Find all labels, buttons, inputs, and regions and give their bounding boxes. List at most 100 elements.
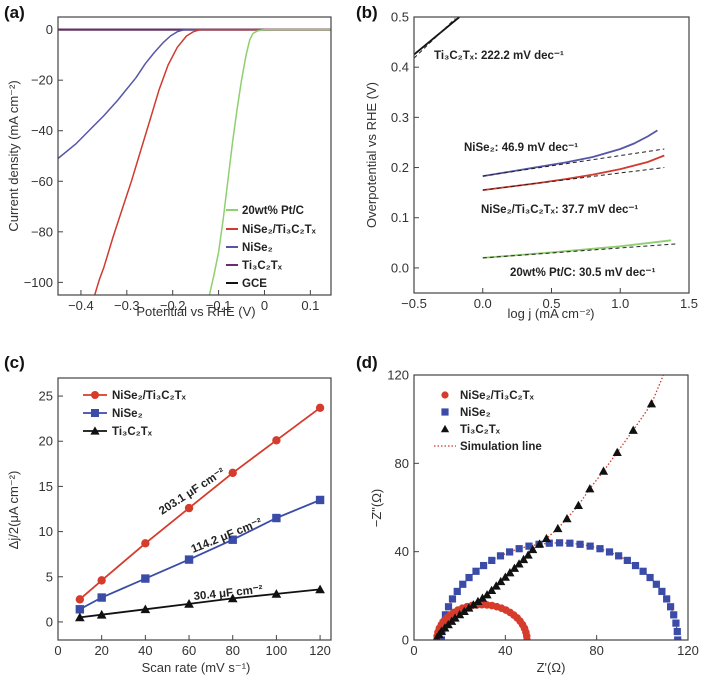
data-point-ti-c-t [75, 612, 85, 622]
data-point-nise-ti-c-t [272, 436, 281, 445]
panel-c-label: (c) [4, 353, 25, 372]
data-point-ti-c-t [227, 593, 238, 603]
panel-b-plot-area [414, 17, 679, 259]
data-point-ti3c2tx [450, 613, 460, 622]
y-tick-label: 0 [402, 633, 409, 648]
panel-d-legend: NiSe₂/Ti₃C₂Tₓ NiSe₂ Ti₃C₂Tₓ Simulation line [434, 390, 542, 453]
y-tick-label: 0 [46, 614, 53, 629]
data-point-ti-c-t [184, 599, 194, 608]
y-tick-label: −100 [24, 275, 53, 290]
x-tick-label: 0 [410, 643, 417, 658]
panel-a-legend: 20wt% Pt/C NiSe₂/Ti₃C₂Tₓ NiSe₂ Ti₃C₂Tₓ G… [226, 205, 317, 290]
data-point-ti3c2tx [455, 610, 465, 619]
legend-label-ti-c-t: Ti₃C₂Tₓ [460, 424, 501, 436]
annotation-nise2-ti3c2tx-tafel: NiSe₂/Ti₃C₂Tₓ: 37.7 mV dec⁻¹ [481, 204, 638, 216]
simulation-line-nise2 [440, 542, 679, 640]
data-point-nise2 [448, 595, 457, 603]
data-point-nise [228, 535, 237, 544]
x-tick-label: 0.5 [542, 296, 560, 311]
data-point-nise2 [576, 540, 584, 548]
panel-c-legend: NiSe₂/Ti₃C₂Tₓ NiSe₂ Ti₃C₂Tₓ [83, 390, 187, 438]
y-tick-label: 0 [46, 22, 53, 37]
y-tick-label: −20 [31, 73, 53, 88]
annotation-ptc-tafel: 20wt% Pt/C: 30.5 mV dec⁻¹ [510, 267, 656, 279]
legend-marker-nise-ti-c-t [91, 391, 99, 399]
panel-d-label: (d) [356, 353, 378, 372]
data-point-nise-ti-c-t [184, 503, 194, 513]
y-tick-label: 20 [39, 434, 53, 449]
panel-a-ticks: −0.4 −0.3 −0.2 −0.1 0 0.1 0 −20 −40 −60 −80 −100 [24, 22, 320, 313]
data-point-ti3c2tx [491, 581, 501, 590]
panel-a-xlabel: Potential vs RHE (V) [136, 304, 255, 319]
annotation-cdl-ti3c2tx: 30.4 μF cm⁻² [193, 584, 263, 603]
data-point-nise2 [488, 556, 496, 565]
y-tick-label: 10 [39, 524, 53, 539]
data-point-ti-c-t [315, 584, 325, 594]
legend-marker-nise [91, 409, 99, 417]
data-point-nise2 [623, 556, 631, 565]
panel-d-frame [413, 374, 689, 641]
data-point-nise2 [525, 542, 533, 550]
data-point-nise-ti-c-t [228, 468, 237, 478]
data-point-ti-c-t [271, 589, 282, 598]
data-point-nise [75, 605, 85, 614]
data-point-nise2 [646, 573, 654, 582]
data-point-nise-ti-c-t [75, 595, 85, 604]
data-point-nise2 [605, 548, 614, 556]
series-line-20wt-pt-c [208, 28, 331, 295]
data-point-nise2 [453, 587, 461, 596]
data-point-ti-c-t [96, 609, 107, 619]
series-line-nise-ti-c-t [93, 28, 331, 295]
panel-d-ylabel: −Z"(Ω) [369, 489, 384, 528]
x-tick-label: 0 [54, 643, 61, 658]
panel-c-ticks: 0 20 40 60 80 100 120 0 5 10 15 20 25 [39, 389, 331, 658]
y-tick-label: 15 [39, 479, 53, 494]
data-point-nise [97, 593, 106, 602]
panel-a-ylabel: Current density (mA cm⁻²) [6, 80, 21, 231]
data-point-nise [184, 555, 194, 564]
panel-c-plot-area [75, 403, 325, 622]
data-point-ti3c2tx [482, 590, 492, 599]
y-tick-label: 0.2 [391, 160, 409, 175]
data-point-ti3c2tx [612, 447, 622, 456]
annotation-nise2-tafel: NiSe₂: 46.9 mV dec⁻¹ [464, 142, 578, 154]
x-tick-label: 40 [498, 643, 512, 658]
data-point-ti3c2tx [496, 576, 506, 586]
series-line-20wt-pt-c [482, 239, 672, 259]
data-point-nise2 [639, 567, 647, 575]
y-tick-label: 0.1 [391, 210, 409, 225]
data-point-nise2 [631, 561, 640, 570]
data-point-nise-ti-c-t [141, 539, 150, 548]
x-tick-label: 1.0 [611, 296, 629, 311]
panel-d-xlabel: Z'(Ω) [537, 660, 566, 675]
data-point-nise2 [670, 611, 678, 619]
data-point-ti3c2tx [573, 500, 583, 509]
legend-label-gce: GCE [242, 278, 267, 290]
data-point-nise2 [652, 580, 660, 588]
data-point-nise2 [663, 595, 671, 603]
y-tick-label: 0.4 [391, 60, 409, 75]
data-point-ti3c2tx [500, 572, 510, 581]
x-tick-label: 1.5 [680, 296, 698, 311]
y-tick-label: −60 [31, 174, 53, 189]
data-point-nise-ti-c-t [315, 403, 325, 413]
legend-label-nise-ti-c-t: NiSe₂/Ti₃C₂Tₓ [460, 390, 535, 402]
panel-c-xlabel: Scan rate (mV s⁻¹) [142, 660, 251, 675]
panel-c-frame [57, 377, 332, 641]
legend-label-nise2: NiSe₂ [242, 242, 273, 254]
legend-marker-nise-ti-c-t [441, 391, 449, 399]
legend-label-nise: NiSe₂ [112, 408, 143, 420]
x-tick-label: 40 [138, 643, 152, 658]
data-point-nise2 [472, 567, 480, 575]
y-tick-label: 0.5 [391, 10, 409, 25]
data-point-ti3c2tx [523, 550, 533, 559]
y-tick-label: −80 [31, 224, 53, 239]
y-tick-label: 120 [387, 368, 409, 383]
panel-b-ticks: −0.5 0.0 0.5 1.0 1.5 0.0 0.1 0.2 0.3 0.4 0.5 [391, 10, 698, 312]
panel-c-ylabel: Δj/2(μA cm⁻²) [6, 471, 21, 550]
y-tick-label: −40 [31, 123, 53, 138]
data-point-ti3c2tx [585, 484, 595, 493]
y-tick-label: 80 [395, 456, 409, 471]
x-tick-label: −0.2 [160, 298, 186, 313]
